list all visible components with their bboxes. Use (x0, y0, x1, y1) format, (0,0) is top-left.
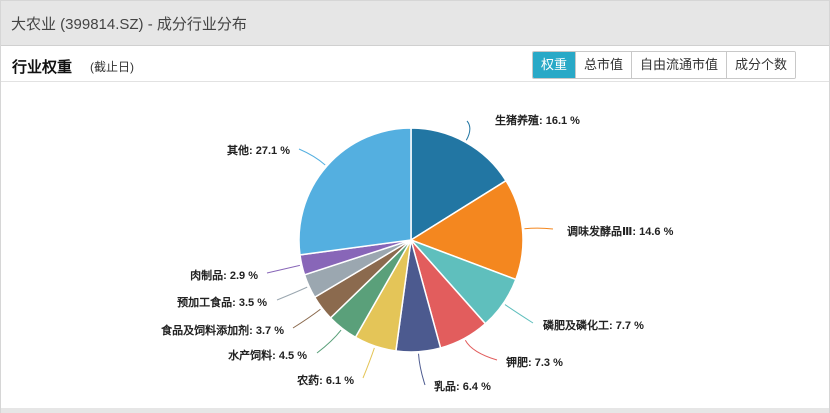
slice-label: 预加工食品: 3.5 % (177, 295, 267, 309)
leader-line (298, 148, 326, 166)
leader-line (362, 347, 375, 379)
tab-weight[interactable]: 权重 (533, 52, 576, 78)
pie-slice[interactable] (409, 179, 524, 281)
tab-total-market-cap[interactable]: 总市值 (575, 52, 632, 78)
bottom-bar (1, 408, 829, 413)
as-of-date-label: (截止日) (90, 60, 134, 74)
slice-label: 磷肥及磷化工: 7.7 % (543, 318, 644, 332)
section-title: 行业权重 (12, 59, 73, 76)
title-bar: 大农业 (399814.SZ) - 成分行业分布 (1, 1, 829, 46)
tab-free-float-market-cap[interactable]: 自由流通市值 (631, 52, 727, 78)
leader-line (316, 329, 342, 354)
leader-line (266, 264, 300, 274)
leader-line (524, 227, 554, 230)
slice-label: 肉制品: 2.9 % (190, 268, 258, 282)
leader-line (504, 304, 534, 324)
slice-label: 调味发酵品Ⅲ: 14.6 % (567, 224, 674, 238)
slice-label: 水产饲料: 4.5 % (228, 348, 307, 362)
tab-constituent-count[interactable]: 成分个数 (726, 52, 796, 78)
metric-tabs: 权重 总市值 自由流通市值 成分个数 (532, 51, 797, 79)
leader-line (276, 286, 308, 301)
slice-label: 钾肥: 7.3 % (506, 355, 563, 369)
slice-label: 生猪养殖: 16.1 % (495, 113, 580, 127)
slice-label: 其他: 27.1 % (227, 143, 290, 157)
section-header: 行业权重 (截止日) 权重 总市值 自由流通市值 成分个数 (1, 47, 829, 82)
slice-label: 农药: 6.1 % (296, 373, 354, 387)
leader-line (418, 353, 426, 386)
pie-slice[interactable] (410, 127, 508, 242)
industry-pie-chart: 生猪养殖: 16.1 % 调味发酵品Ⅲ: 14.6 % 磷肥及磷化工: 7.7 % 钾… (161, 113, 674, 393)
leader-line (464, 339, 498, 361)
leader-line (465, 120, 471, 141)
slice-label: 食品及饲料添加剂: 3.7 % (161, 323, 284, 337)
leader-line (292, 308, 321, 329)
pie-slice[interactable] (298, 127, 412, 256)
slice-label: 乳品: 6.4 % (434, 379, 491, 393)
window-title: 大农业 (399814.SZ) - 成分行业分布 (11, 16, 247, 33)
